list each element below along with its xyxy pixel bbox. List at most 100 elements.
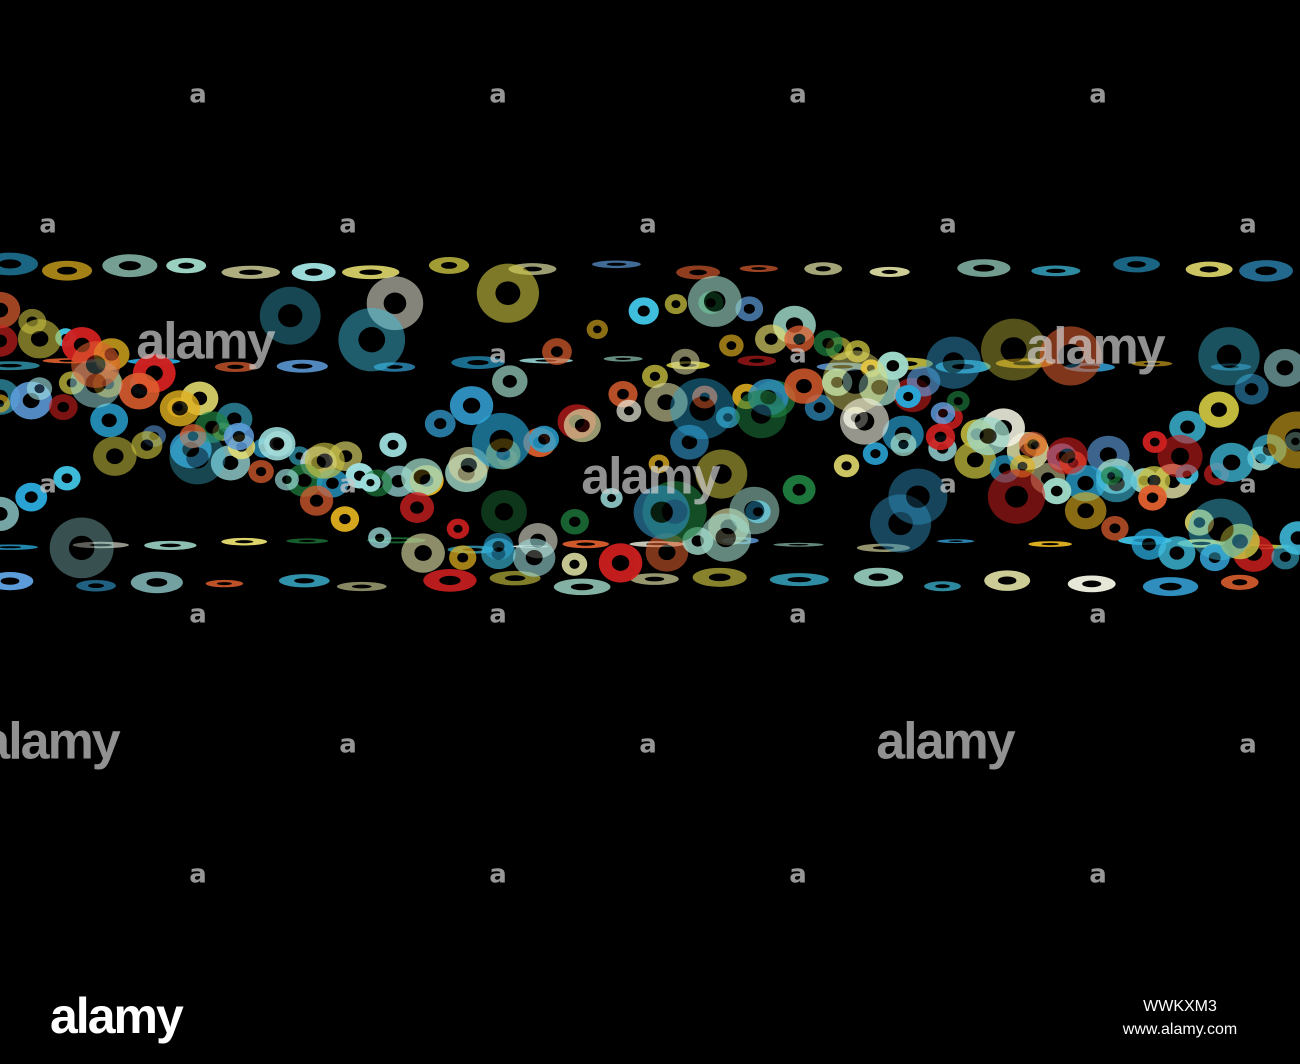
ring-hole [903, 391, 914, 402]
ring [1220, 523, 1260, 560]
ring [1209, 442, 1254, 483]
watermark-logo: alamy [0, 713, 121, 771]
ring-hole [881, 269, 898, 274]
ring [782, 474, 816, 505]
ring [1210, 363, 1252, 371]
watermark-mark: a [789, 80, 807, 110]
ring-hole [1127, 261, 1146, 268]
ring-outer [670, 378, 735, 440]
ring [966, 416, 1010, 456]
ring-hole [1171, 447, 1190, 465]
ring [1039, 326, 1102, 386]
ring-hole [649, 371, 661, 382]
ring [633, 485, 690, 539]
ring [274, 468, 299, 491]
ring-hole [255, 466, 267, 477]
watermark-mark: a [489, 340, 507, 370]
ring-hole [0, 259, 22, 269]
ring [258, 427, 296, 461]
watermark-logo: alamy [581, 448, 721, 506]
watermark-mark: a [789, 600, 807, 630]
ring [1113, 256, 1160, 273]
ring-hole [764, 333, 778, 345]
ring-hole [715, 527, 736, 548]
ring [816, 362, 869, 372]
ring-hole [453, 524, 463, 533]
watermarks: a a a a a a a a a a a a a a a a a a a a a a a a a a alamy alamy alam… [0, 80, 1257, 890]
ring-hole [278, 304, 303, 328]
ring-hole [0, 363, 22, 368]
ring-hole [617, 388, 629, 400]
ring [379, 432, 407, 458]
ring-hole [1180, 420, 1195, 434]
ring-hole [997, 576, 1017, 585]
ring [144, 540, 197, 550]
ring-hole [1106, 472, 1116, 480]
ring-hole [1027, 439, 1039, 450]
ring [644, 382, 688, 422]
ring-hole [296, 473, 312, 487]
ring-outer [0, 325, 18, 357]
ring-hole [650, 501, 673, 523]
ring-hole [1276, 360, 1294, 376]
ring-hole [326, 477, 339, 489]
ring [1158, 536, 1196, 570]
ring-hole [1244, 383, 1259, 396]
ring-hole [1208, 552, 1221, 564]
ring-hole [948, 540, 964, 542]
ring-hole [570, 583, 594, 591]
ring-hole [504, 575, 526, 582]
ring [845, 340, 870, 363]
ring-hole [359, 269, 383, 275]
ring [1042, 477, 1072, 505]
ring-hole [222, 455, 239, 470]
ring-hole [593, 325, 602, 334]
ring-hole [689, 396, 716, 421]
ring [1220, 574, 1259, 590]
ring-hole [413, 469, 431, 485]
ring-hole [1210, 402, 1227, 417]
ring-hole [216, 582, 232, 586]
watermark-mark: a [39, 210, 57, 240]
watermark-mark: a [339, 470, 357, 500]
ring [259, 286, 321, 345]
ring [754, 324, 788, 354]
ring [428, 256, 470, 274]
ring [895, 385, 921, 408]
ring-hole [611, 555, 630, 571]
ring [360, 473, 381, 492]
watermark-mark: a [189, 80, 207, 110]
ring-hole [1146, 492, 1159, 503]
ring [118, 372, 160, 410]
ring [987, 469, 1046, 524]
ring [542, 338, 572, 366]
ring [670, 424, 709, 460]
ring [17, 319, 62, 359]
ring-hole [57, 266, 78, 275]
ring-outer [0, 496, 20, 531]
ring [0, 496, 20, 531]
ring [1198, 391, 1240, 428]
watermark-mark: a [939, 210, 957, 240]
ring-hole [1058, 344, 1084, 368]
ring [492, 365, 528, 398]
ring [248, 460, 274, 484]
ring-hole [85, 355, 106, 374]
ring-hole [1216, 344, 1242, 368]
ring-hole [1058, 448, 1076, 464]
ring [692, 567, 747, 587]
ring-outer [169, 431, 226, 485]
ring [1185, 261, 1233, 278]
ring [630, 573, 679, 585]
ring-hole [387, 439, 399, 450]
ring-hole [239, 269, 263, 275]
watermark-mark: a [1239, 210, 1257, 240]
ring [1184, 509, 1215, 536]
watermark-logo: alamy [136, 313, 276, 371]
ring [888, 468, 948, 525]
ring-hole [386, 365, 403, 369]
ring [937, 539, 975, 544]
ring-hole [569, 516, 581, 527]
image-id: WWKXM3 [1143, 998, 1217, 1015]
ring-hole [410, 501, 424, 514]
